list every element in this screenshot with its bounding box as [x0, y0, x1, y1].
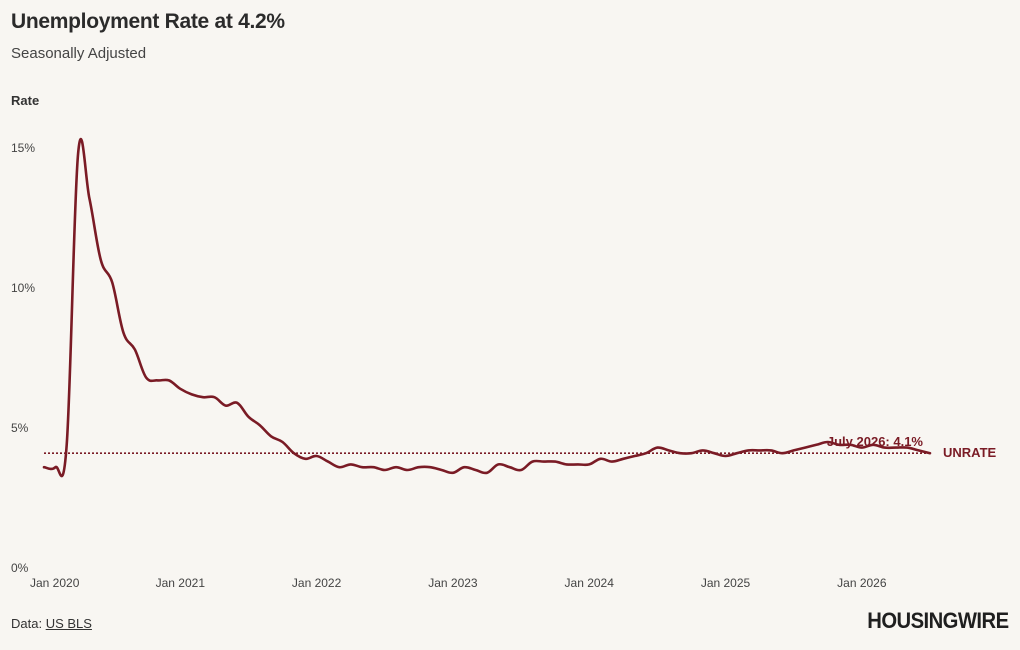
- chart-title: Unemployment Rate at 4.2%: [11, 10, 285, 33]
- x-tick-label: Jan 2024: [565, 576, 615, 590]
- x-tick-label: Jan 2020: [30, 576, 80, 590]
- data-source: Data: US BLS: [11, 616, 92, 631]
- data-source-prefix: Data:: [11, 616, 46, 631]
- y-tick-label: 10%: [11, 281, 35, 295]
- line-chart: Rate 0% 5% 10% 15% Jan 2020 Jan 2021 Jan 2022…: [11, 93, 997, 590]
- x-tick-label: Jan 2022: [292, 576, 342, 590]
- latest-value-annotation: July 2026: 4.1%: [827, 434, 924, 449]
- y-tick-label: 5%: [11, 421, 29, 435]
- y-axis-label: Rate: [11, 93, 39, 108]
- x-tick-label: Jan 2021: [156, 576, 206, 590]
- y-tick-label: 15%: [11, 141, 35, 155]
- series-line-unrate[interactable]: [42, 137, 932, 478]
- series-label-unrate: UNRATE: [943, 445, 997, 460]
- housingwire-logo: HOUSINGWIRE: [867, 608, 1010, 633]
- y-tick-label: 0%: [11, 561, 29, 575]
- x-axis-ticks: Jan 2020 Jan 2021 Jan 2022 Jan 2023 Jan 2024…: [30, 576, 887, 590]
- x-tick-label: Jan 2023: [428, 576, 478, 590]
- y-axis-ticks: 0% 5% 10% 15%: [11, 141, 35, 575]
- x-tick-label: Jan 2025: [701, 576, 751, 590]
- data-source-link[interactable]: US BLS: [45, 616, 92, 631]
- chart-subtitle: Seasonally Adjusted: [11, 45, 147, 62]
- x-tick-label: Jan 2026: [837, 576, 887, 590]
